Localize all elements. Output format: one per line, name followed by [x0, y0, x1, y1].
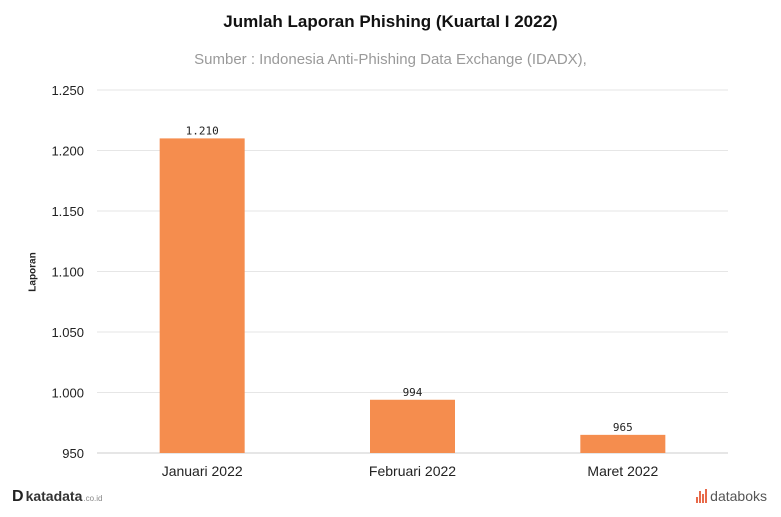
databoks-name: databoks [710, 488, 767, 504]
y-tick-label: 1.050 [51, 325, 84, 340]
y-tick-label: 1.200 [51, 144, 84, 159]
bar-value-label: 965 [613, 421, 633, 434]
x-tick-label: Januari 2022 [162, 463, 243, 479]
y-tick-label: 1.150 [51, 204, 84, 219]
katadata-mark: D [12, 488, 24, 505]
chart-subtitle: Sumber : Indonesia Anti-Phishing Data Ex… [194, 51, 587, 68]
bar-value-label: 1.210 [186, 124, 219, 137]
y-tick-label: 1.250 [51, 83, 84, 98]
katadata-logo: D katadata .co.id [12, 488, 103, 506]
x-tick-label: Februari 2022 [369, 463, 456, 479]
bar [580, 434, 666, 453]
katadata-suffix: .co.id [83, 494, 103, 503]
bar [159, 138, 245, 453]
y-tick-label: 950 [62, 446, 84, 461]
databoks-bars-icon [696, 489, 708, 503]
chart-title: Jumlah Laporan Phishing (Kuartal I 2022) [223, 12, 558, 31]
bar [370, 399, 455, 453]
y-tick-label: 1.000 [51, 386, 84, 401]
x-tick-label: Maret 2022 [587, 463, 658, 479]
databoks-logo: databoks [696, 488, 767, 504]
y-tick-label: 1.100 [51, 265, 84, 280]
bar-value-label: 994 [403, 386, 423, 399]
y-axis-label: Laporan [27, 252, 39, 292]
katadata-name: katadata [25, 488, 83, 504]
